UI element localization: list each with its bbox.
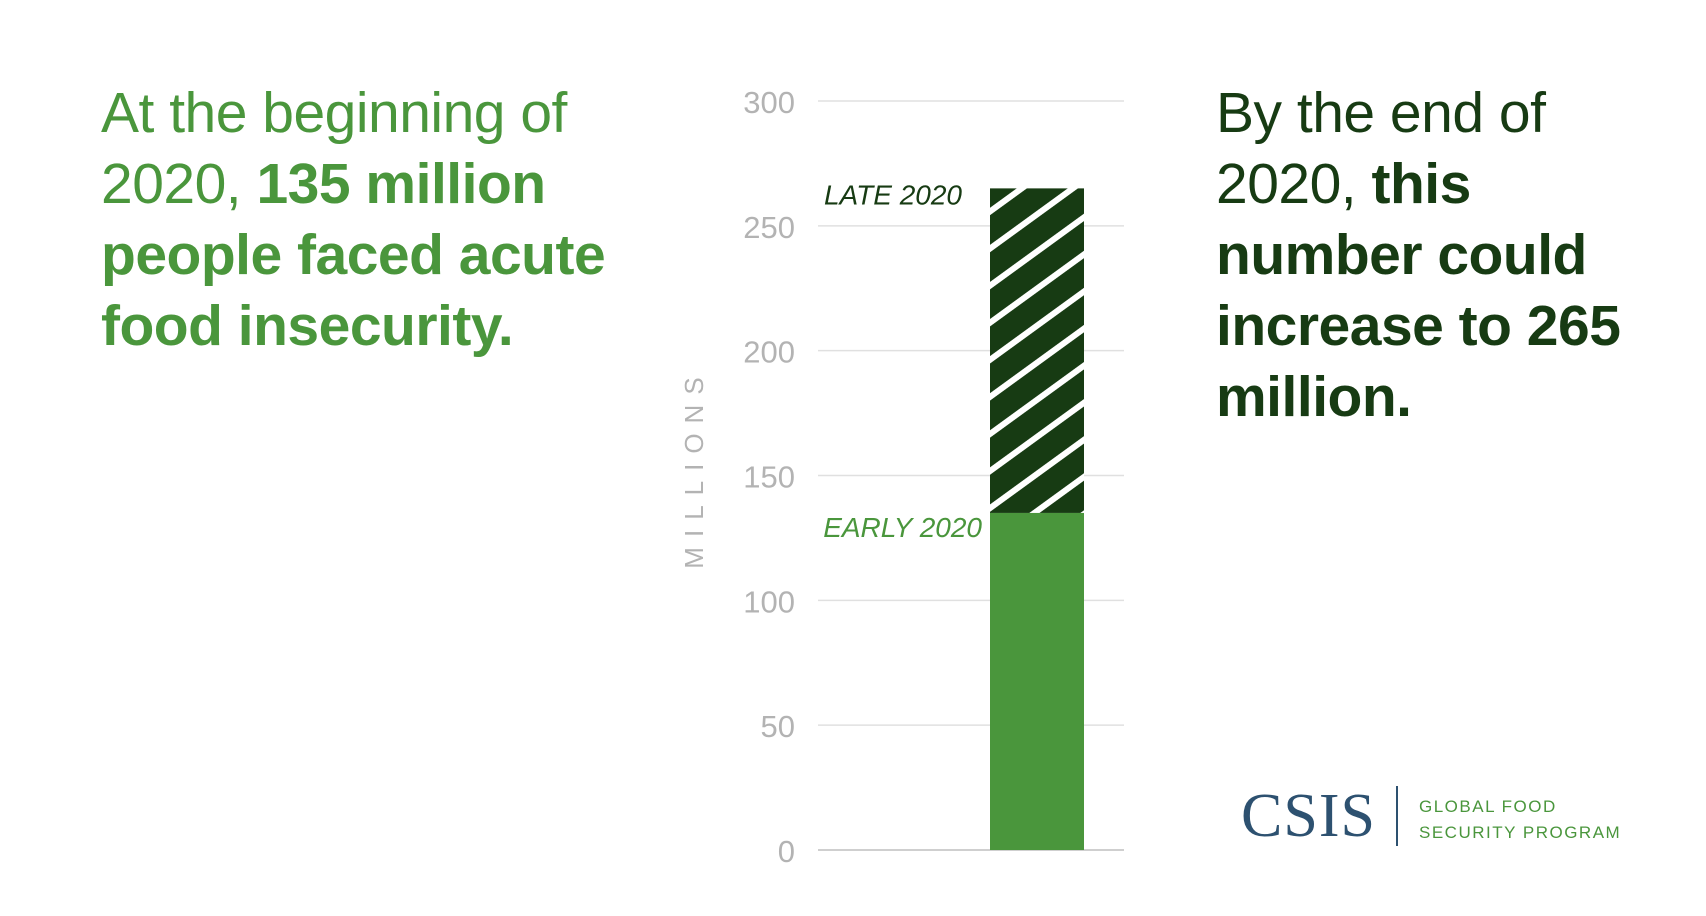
early-2020-statement: At the beginning of 2020, 135 million pe… — [101, 78, 621, 362]
label-early-2020: EARLY 2020 — [823, 512, 982, 543]
program-name-line2: SECURITY PROGRAM — [1419, 823, 1622, 842]
csis-wordmark: CSIS — [1241, 782, 1376, 850]
bar-late-2020 — [990, 188, 1084, 513]
late-statement-normal: By the end of 2020, — [1216, 81, 1546, 216]
early-statement-bold: 135 million people faced acute food inse… — [101, 152, 606, 358]
program-name-line1: GLOBAL FOOD — [1419, 797, 1557, 816]
y-tick-label-200: 200 — [743, 335, 795, 370]
label-late-2020: LATE 2020 — [824, 179, 962, 210]
y-tick-label-300: 300 — [743, 85, 795, 120]
logo-divider — [1396, 786, 1398, 846]
y-tick-label-150: 150 — [743, 460, 795, 495]
y-tick-label-50: 50 — [761, 709, 795, 744]
bar-early-2020 — [990, 512, 1084, 850]
late-statement-bold: this number could increase to 265 millio… — [1216, 152, 1621, 429]
y-tick-label-0: 0 — [778, 834, 795, 869]
y-axis-label: MILLIONS — [679, 367, 709, 568]
late-2020-statement: By the end of 2020, this number could in… — [1216, 78, 1686, 433]
program-name: GLOBAL FOOD SECURITY PROGRAM — [1419, 794, 1621, 846]
y-tick-label-250: 250 — [743, 210, 795, 245]
csis-logo: CSIS GLOBAL FOOD SECURITY PROGRAM — [1241, 780, 1681, 852]
early-statement-normal: At the beginning of 2020, — [101, 81, 567, 216]
y-tick-label-100: 100 — [743, 584, 795, 619]
